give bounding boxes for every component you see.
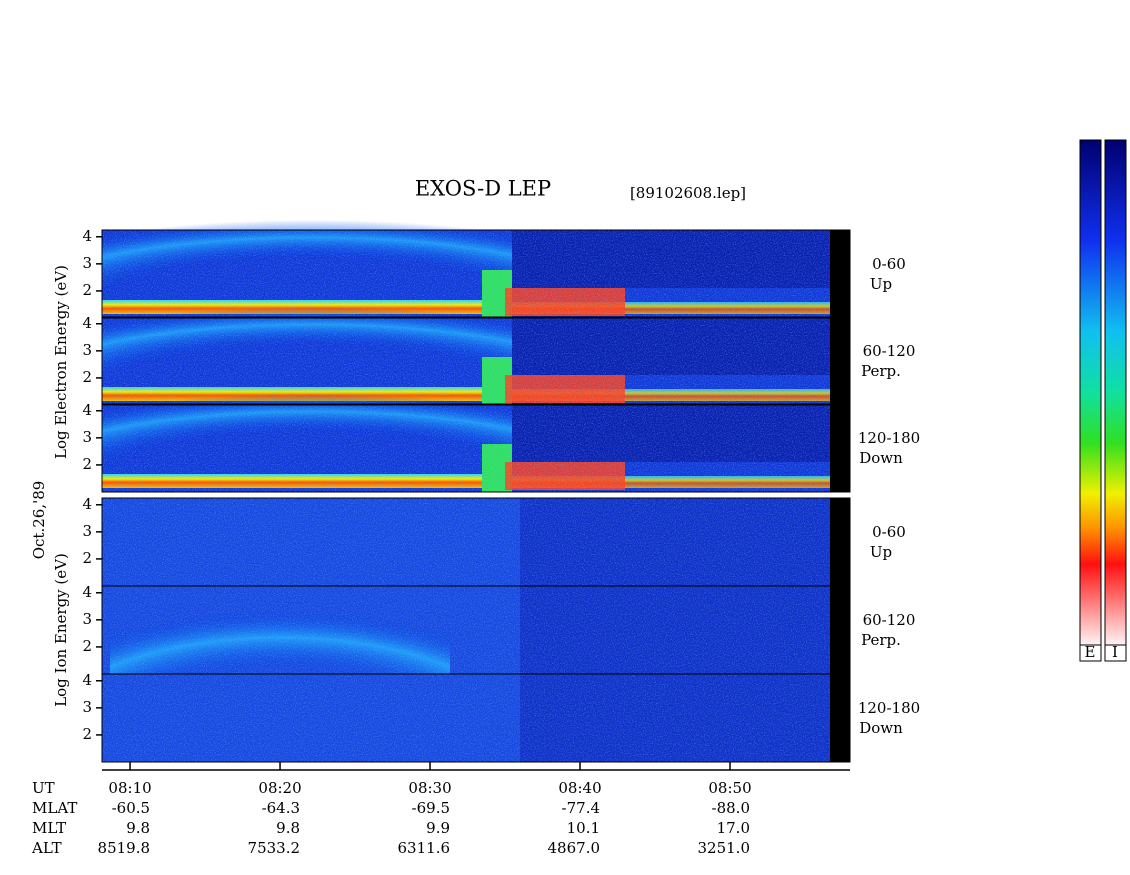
y-tick-label: 4 — [82, 314, 92, 332]
colorbar-label-box — [1079, 644, 1102, 662]
file-label: [89102608.lep] — [630, 184, 746, 202]
orbit-value: 9.8 — [126, 819, 150, 837]
y-tick-label: 3 — [82, 341, 92, 359]
y-tick-label: 2 — [82, 281, 92, 299]
y-tick-label: 4 — [82, 227, 92, 245]
panel-direction: Down — [859, 719, 903, 737]
panel-direction: Perp. — [861, 362, 901, 380]
y-axis-title: Log Ion Energy (eV) — [52, 553, 70, 707]
panel-frame — [101, 229, 851, 319]
orbit-value: 4867.0 — [548, 839, 601, 857]
panel-frame — [101, 316, 851, 406]
y-tick-label: 3 — [82, 698, 92, 716]
panel-frame — [101, 673, 851, 763]
panel-angle: 0-60 — [872, 523, 906, 541]
spectrogram-noise — [102, 498, 830, 586]
orbit-value: 10.1 — [567, 819, 600, 837]
orbit-label: MLAT — [32, 799, 77, 817]
panel-frame — [101, 403, 851, 493]
orbit-value: -60.5 — [112, 799, 150, 817]
x-tick-label: 08:30 — [408, 779, 451, 797]
panel-direction: Up — [870, 543, 892, 561]
data-gap — [830, 317, 850, 405]
y-tick-label: 3 — [82, 254, 92, 272]
orbit-value: 17.0 — [717, 819, 750, 837]
orbit-label: MLT — [32, 819, 66, 837]
y-tick-label: 2 — [82, 368, 92, 386]
x-tick-label: 08:10 — [108, 779, 151, 797]
chart-title: EXOS-D LEP — [415, 177, 551, 201]
x-tick-label: 08:50 — [708, 779, 751, 797]
y-tick-label: 4 — [82, 401, 92, 419]
colorbar-label: I — [1112, 643, 1118, 661]
x-tick-label: 08:20 — [258, 779, 301, 797]
orbit-value: -69.5 — [412, 799, 450, 817]
orbit-label: ALT — [31, 839, 62, 857]
panel-angle: 0-60 — [872, 255, 906, 273]
data-gap — [830, 404, 850, 492]
orbit-value: 6311.6 — [398, 839, 451, 857]
orbit-value: 9.9 — [426, 819, 450, 837]
data-gap — [830, 230, 850, 318]
panel-angle: 60-120 — [863, 342, 916, 360]
spectrogram-noise — [102, 586, 830, 674]
orbit-label: UT — [32, 779, 55, 797]
orbit-value: 9.8 — [276, 819, 300, 837]
y-tick-label: 3 — [82, 522, 92, 540]
orbit-value: 8519.8 — [98, 839, 151, 857]
y-tick-label: 4 — [82, 495, 92, 513]
panel-angle: 120-180 — [858, 429, 920, 447]
orbit-value: 7533.2 — [248, 839, 301, 857]
orbit-value: 3251.0 — [698, 839, 751, 857]
date-label: Oct.26,'89 — [30, 481, 48, 560]
y-tick-label: 2 — [82, 725, 92, 743]
x-tick-label: 08:40 — [558, 779, 601, 797]
y-tick-label: 2 — [82, 549, 92, 567]
y-tick-label: 4 — [82, 583, 92, 601]
colorbar — [1079, 139, 1102, 646]
data-gap — [830, 498, 850, 586]
orbit-value: -88.0 — [712, 799, 750, 817]
panel-direction: Perp. — [861, 631, 901, 649]
y-axis-title: Log Electron Energy (eV) — [52, 265, 70, 459]
orbit-value: -64.3 — [262, 799, 300, 817]
orbit-value: -77.4 — [562, 799, 600, 817]
data-gap — [830, 674, 850, 762]
y-tick-label: 3 — [82, 610, 92, 628]
y-tick-label: 4 — [82, 671, 92, 689]
spectrogram-images — [102, 210, 850, 762]
spectrogram-noise — [102, 404, 830, 492]
spectrogram-noise — [102, 674, 830, 762]
colorbar-label-box — [1104, 644, 1127, 662]
y-tick-label: 2 — [82, 637, 92, 655]
colorbar — [1104, 139, 1127, 646]
panel-direction: Up — [870, 275, 892, 293]
data-gap — [830, 586, 850, 674]
panel-direction: Down — [859, 449, 903, 467]
panel-angle: 120-180 — [858, 699, 920, 717]
panel-angle: 60-120 — [863, 611, 916, 629]
y-tick-label: 2 — [82, 455, 92, 473]
colorbar-label: E — [1085, 643, 1096, 661]
y-tick-label: 3 — [82, 428, 92, 446]
